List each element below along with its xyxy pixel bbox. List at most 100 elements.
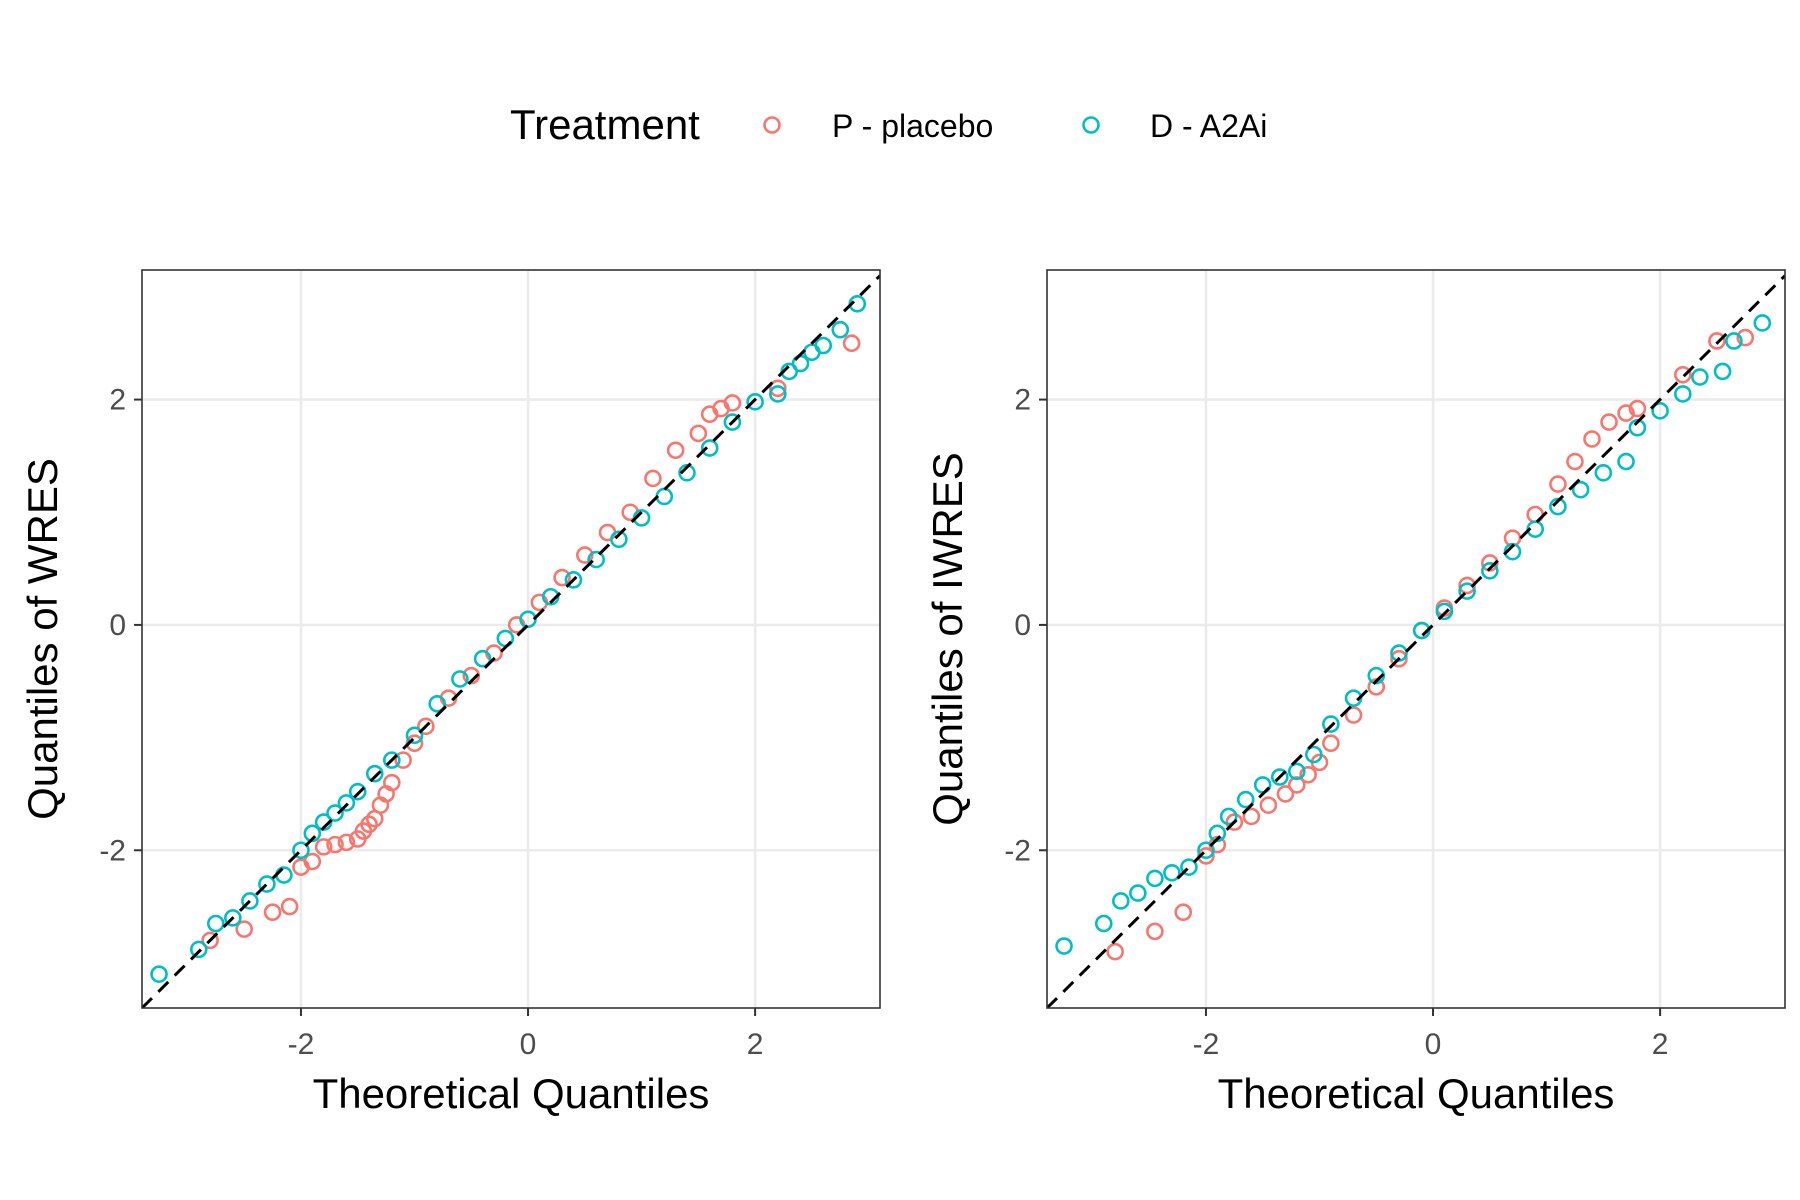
placebo-point: [417, 717, 435, 736]
y-axis-title: Quantiles of IWRES: [924, 452, 971, 825]
y-tick-label: 0: [1014, 609, 1031, 642]
a2ai-point: [1236, 790, 1255, 809]
x-axis-title: Theoretical Quantiles: [1218, 1070, 1615, 1117]
placebo-point: [1287, 776, 1306, 794]
y-tick-label: -2: [99, 834, 126, 867]
placebo-point: [326, 835, 344, 854]
legend: Treatment P - placebo D - A2Ai: [510, 101, 1267, 148]
legend-label-placebo: P - placebo: [832, 108, 993, 144]
placebo-point: [1276, 785, 1295, 803]
placebo-point: [842, 334, 861, 353]
placebo-point: [1708, 332, 1726, 350]
a2ai-point: [275, 866, 293, 884]
a2ai-point: [224, 909, 242, 927]
placebo-point: [723, 394, 742, 412]
a2ai-point: [1674, 385, 1692, 403]
a2ai-point: [564, 571, 583, 589]
a2ai-point: [1322, 715, 1340, 733]
a2ai-point: [1571, 480, 1590, 499]
iwres-qq-panel: -2 0 2 -2 0 2 Theoretical Quantiles Quantiles o…: [924, 269, 1786, 1117]
y-tick-label: 2: [109, 384, 126, 417]
a2ai-point: [1055, 937, 1073, 955]
a2ai-point: [428, 694, 447, 713]
a2ai-point: [814, 336, 833, 355]
placebo-point: [1225, 813, 1244, 831]
a2ai-point: [451, 670, 469, 688]
a2ai-point: [746, 393, 764, 411]
x-tick-label: 0: [520, 1028, 537, 1061]
a2ai-point: [348, 782, 367, 801]
placebo-point: [1344, 706, 1363, 724]
placebo-point: [1583, 430, 1601, 448]
placebo-point: [201, 931, 219, 950]
a2ai-point: [1713, 362, 1732, 381]
placebo-point: [235, 920, 253, 938]
a2ai-point: [1305, 745, 1323, 764]
placebo-point: [1600, 413, 1618, 431]
legend-label-a2ai: D - A2Ai: [1150, 108, 1267, 144]
a2ai-point: [207, 914, 225, 933]
a2ai-point: [700, 439, 719, 457]
a2ai-point: [258, 875, 276, 893]
y-tick-label: -2: [1004, 834, 1031, 867]
placebo-point: [1174, 903, 1193, 922]
a2ai-point: [1594, 464, 1613, 482]
a2ai-point: [1112, 892, 1130, 910]
a2ai-point: [326, 804, 344, 822]
placebo-point: [644, 469, 662, 488]
y-tick-label: 0: [109, 609, 126, 642]
a2ai-point: [831, 320, 850, 339]
a2ai-point: [189, 940, 208, 959]
a2ai-point: [1129, 884, 1147, 902]
placebo-point: [1736, 328, 1755, 347]
placebo-point: [1566, 452, 1584, 471]
a2ai-point: [241, 892, 259, 910]
a2ai-point: [769, 385, 787, 403]
a2ai-point: [1435, 602, 1454, 621]
placebo-point: [280, 897, 299, 916]
placebo-point: [1299, 765, 1317, 784]
a2ai-point: [292, 841, 310, 860]
placebo-point: [303, 852, 322, 871]
a2ai-point: [723, 413, 742, 431]
placebo-point: [1628, 399, 1647, 418]
placebo-point: [314, 838, 333, 856]
placebo-point: [382, 773, 401, 792]
placebo-point: [1146, 922, 1164, 941]
placebo-point: [1322, 734, 1340, 753]
a2ai-point: [473, 649, 492, 668]
placebo-point: [337, 833, 356, 852]
placebo-point: [769, 379, 787, 398]
placebo-point: [1549, 475, 1567, 493]
a2ai-point: [1691, 368, 1709, 386]
a2ai-point: [365, 764, 384, 783]
x-tick-label: -2: [1193, 1028, 1220, 1061]
a2ai-point: [1219, 807, 1238, 826]
placebo-point: [1106, 942, 1124, 961]
a2ai-point: [1180, 858, 1198, 876]
x-tick-label: 0: [1425, 1028, 1442, 1061]
a2ai-point: [1753, 314, 1772, 332]
a2ai-point: [1458, 582, 1476, 600]
placebo-point: [1259, 796, 1278, 814]
reference-line: [1047, 274, 1785, 1008]
a2ai-point: [1651, 402, 1669, 420]
a2ai-point: [1197, 841, 1215, 860]
x-tick-label: -2: [288, 1028, 315, 1061]
wres-qq-panel: -2 0 2 -2 0 2 Theoretical Quantiles Quantiles o…: [19, 269, 881, 1117]
a2ai-point: [610, 530, 628, 549]
a2ai-point: [655, 487, 674, 506]
a2ai-point: [587, 550, 605, 569]
a2ai-point: [1287, 762, 1306, 781]
placebo-point: [263, 903, 282, 922]
placebo-point: [1242, 807, 1261, 826]
panel-border: [1046, 269, 1786, 1009]
a2ai-point: [1270, 768, 1289, 786]
placebo-point: [1390, 649, 1408, 668]
y-tick-label: 2: [1014, 384, 1031, 417]
x-axis-title: Theoretical Quantiles: [313, 1070, 710, 1117]
a2ai-point: [1146, 869, 1164, 888]
a2ai-point: [1725, 332, 1743, 350]
a2ai-point: [405, 726, 424, 745]
